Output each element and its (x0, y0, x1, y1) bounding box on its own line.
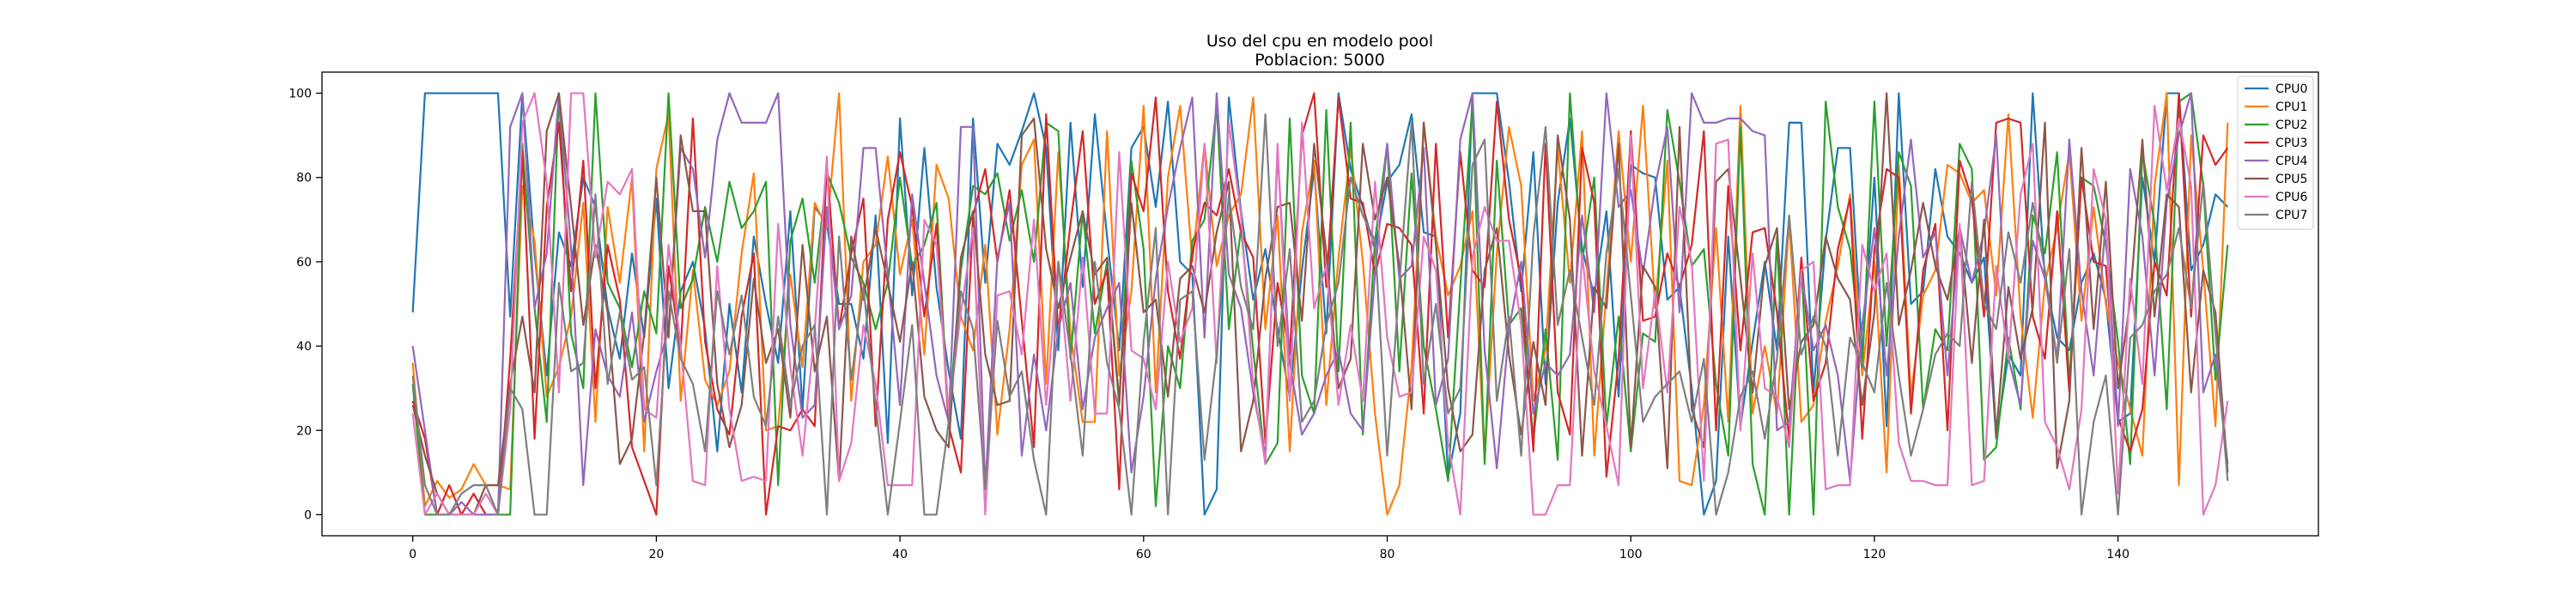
x-tick-label: 80 (1380, 548, 1395, 562)
legend-label-cpu7: CPU7 (2275, 209, 2307, 222)
x-tick-label: 0 (409, 548, 416, 562)
series-line-cpu4 (411, 92, 2229, 516)
series-line-cpu5 (411, 92, 2229, 516)
y-tick-label: 100 (289, 88, 312, 101)
y-tick-label: 20 (296, 424, 312, 438)
y-tick-label: 0 (304, 508, 312, 522)
chart-subtitle: Poblacion: 5000 (1255, 51, 1385, 70)
legend-label-cpu6: CPU6 (2275, 191, 2307, 204)
legend-label-cpu1: CPU1 (2275, 100, 2307, 114)
chart-title: Uso del cpu en modelo pool (1206, 32, 1433, 51)
x-tick-label: 40 (892, 548, 908, 562)
series-line-cpu7 (411, 112, 2229, 516)
plot-area (411, 92, 2229, 516)
legend-label-cpu2: CPU2 (2275, 118, 2307, 132)
x-tick-label: 60 (1136, 548, 1151, 562)
y-tick-label: 60 (296, 256, 312, 270)
legend-label-cpu5: CPU5 (2275, 173, 2307, 186)
y-tick-label: 80 (296, 172, 312, 185)
legend: CPU0 CPU1 CPU2 CPU3 CPU4 CPU5 CPU6 CPU7 (2237, 76, 2314, 230)
legend-label-cpu4: CPU4 (2275, 155, 2307, 168)
axes: 0 20 40 60 80 100 120 140 0 20 40 60 80 100 (289, 71, 2319, 562)
legend-box (2237, 76, 2314, 230)
series-line-cpu6 (411, 92, 2229, 516)
x-tick-label: 120 (1863, 548, 1886, 562)
x-tick-label: 140 (2106, 548, 2129, 562)
legend-label-cpu0: CPU0 (2275, 82, 2307, 96)
x-tick-label: 100 (1619, 548, 1643, 562)
plot-frame (321, 71, 2319, 537)
legend-label-cpu3: CPU3 (2275, 137, 2307, 150)
y-tick-label: 40 (296, 340, 312, 354)
x-tick-label: 20 (648, 548, 664, 562)
